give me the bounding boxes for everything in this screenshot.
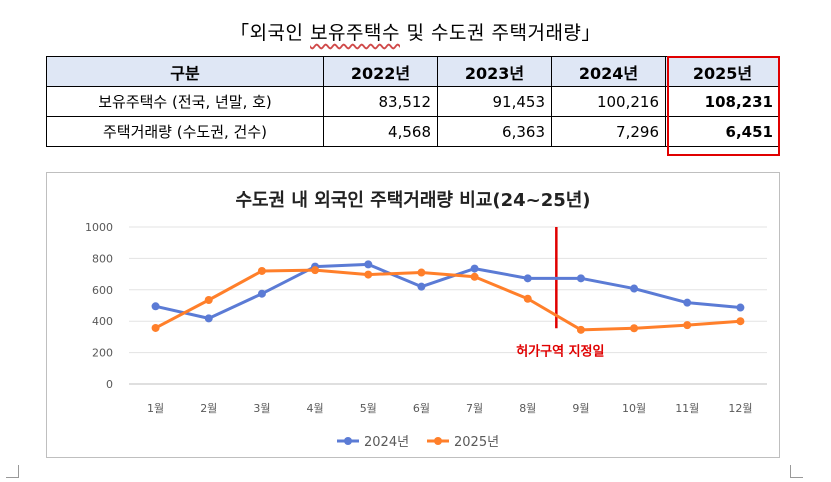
legend-label: 2024년 — [364, 435, 409, 450]
data-point — [683, 298, 692, 307]
x-tick-label: 12월 — [728, 402, 752, 415]
data-point — [736, 317, 745, 326]
header-2025: 2025년 — [665, 56, 780, 87]
legend-swatch-marker — [434, 437, 442, 445]
data-point — [257, 266, 266, 275]
header-2022: 2022년 — [323, 56, 438, 87]
series-line-1 — [154, 262, 742, 320]
x-tick-label: 7월 — [466, 402, 483, 415]
cell-value: 83,512 — [323, 86, 438, 117]
data-point — [364, 270, 373, 279]
x-tick-label: 11월 — [675, 402, 699, 415]
x-tick-label: 1월 — [147, 402, 164, 415]
data-point — [630, 284, 639, 293]
x-tick-label: 3월 — [253, 402, 270, 415]
header-category: 구분 — [46, 56, 324, 87]
x-tick-label: 5월 — [360, 402, 377, 415]
data-point — [311, 266, 320, 275]
page-corner-mark — [6, 465, 19, 478]
cell-value: 6,363 — [437, 116, 552, 147]
data-point — [257, 289, 266, 298]
data-point — [204, 296, 213, 305]
row-label-holdings: 보유주택수 (전국, 년말, 호) — [46, 86, 324, 117]
data-point — [576, 325, 585, 334]
cell-value: 108,231 — [665, 86, 780, 117]
data-point — [523, 274, 532, 283]
data-point — [364, 260, 373, 269]
data-point — [683, 321, 692, 330]
series-line-2 — [154, 268, 742, 332]
row-label-transactions: 주택거래량 (수도권, 건수) — [46, 116, 324, 147]
chart-title: 수도권 내 외국인 주택거래량 비교(24~25년) — [235, 190, 590, 211]
x-tick-label: 4월 — [307, 402, 324, 415]
y-tick-label: 1000 — [85, 221, 113, 234]
x-tick-label: 9월 — [572, 402, 589, 415]
cell-value: 100,216 — [551, 86, 666, 117]
document-title: 「외국인 보유주택수 및 수도권 주택거래량」 — [0, 18, 831, 45]
data-point — [151, 323, 160, 332]
chart-container: 수도권 내 외국인 주택거래량 비교(24~25년) 0 200 400 600 800 1… — [46, 172, 780, 458]
data-point — [523, 294, 532, 303]
x-tick-label: 2월 — [200, 402, 217, 415]
annotation-label: 허가구역 지정일 — [516, 344, 604, 360]
data-point — [630, 324, 639, 333]
legend-label: 2025년 — [454, 435, 499, 450]
table-header-row: 구분 2022년 2023년 2024년 2025년 — [46, 56, 780, 87]
data-point — [417, 268, 426, 277]
data-point — [576, 274, 585, 283]
legend-swatch-marker — [344, 437, 352, 445]
x-tick-label: 6월 — [413, 402, 430, 415]
page-corner-mark — [790, 465, 803, 478]
cell-value: 91,453 — [437, 86, 552, 117]
data-point — [417, 282, 426, 291]
x-tick-label: 8월 — [519, 402, 536, 415]
y-tick-label: 400 — [92, 315, 113, 328]
y-tick-label: 600 — [92, 284, 113, 297]
title-suffix: 및 수도권 주택거래량」 — [399, 22, 601, 44]
y-tick-label: 0 — [106, 378, 113, 391]
header-2024: 2024년 — [551, 56, 666, 87]
data-point — [204, 314, 213, 323]
table-row: 보유주택수 (전국, 년말, 호) 83,512 91,453 100,216 … — [46, 86, 780, 117]
data-point — [736, 303, 745, 312]
data-point — [151, 302, 160, 311]
title-underlined-term: 보유주택수 — [310, 22, 400, 44]
table-row: 주택거래량 (수도권, 건수) 4,568 6,363 7,296 6,451 — [46, 116, 780, 147]
y-tick-label: 200 — [92, 347, 113, 360]
statistics-table: 구분 2022년 2023년 2024년 2025년 보유주택수 (전국, 년말… — [46, 56, 780, 147]
header-2023: 2023년 — [437, 56, 552, 87]
y-tick-label: 800 — [92, 252, 113, 265]
x-tick-label: 10월 — [622, 402, 646, 415]
line-chart: 수도권 내 외국인 주택거래량 비교(24~25년) 0 200 400 600 800 1… — [85, 190, 767, 450]
title-prefix: 「외국인 — [230, 22, 311, 44]
data-point — [470, 264, 479, 273]
cell-value: 4,568 — [323, 116, 438, 147]
data-point — [470, 272, 479, 281]
cell-value: 7,296 — [551, 116, 666, 147]
cell-value: 6,451 — [665, 116, 780, 147]
